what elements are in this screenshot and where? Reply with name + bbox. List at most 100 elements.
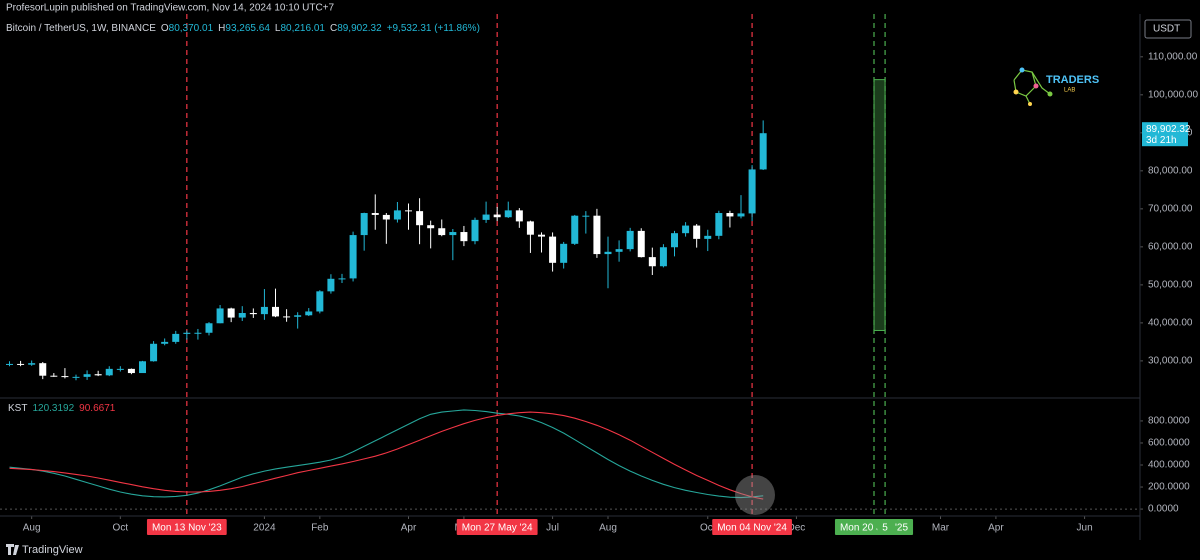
candle-body (659, 247, 667, 267)
candle-body (748, 169, 756, 214)
candle-body (139, 361, 146, 374)
candle-body (648, 257, 656, 267)
candle-body (693, 225, 701, 239)
y-tick-label: 100,000.00 (1148, 89, 1198, 100)
ohlc-prefix: C (330, 23, 337, 34)
y-tick-label: 110,000.00 (1148, 51, 1198, 62)
legend: Bitcoin / TetherUS, 1W, BINANCE O80,370.0… (6, 23, 480, 34)
marker-label-box (877, 519, 893, 535)
candle-body (116, 368, 124, 370)
ohlc-prefix: O (161, 23, 169, 34)
candle-body (504, 210, 512, 218)
change: +9,532.31 (+11.86%) (387, 23, 480, 34)
candle-body (305, 311, 313, 316)
highlight-circle (735, 475, 775, 515)
x-tick-label: Jul (546, 523, 559, 534)
candle-body (482, 214, 490, 220)
kst-value: 90.6671 (79, 403, 116, 414)
candle-body (6, 363, 13, 365)
x-tick-label: Aug (23, 523, 41, 534)
plot: 30,000.00 40,000.00 50,000.00 60,000.00 70,0… (0, 14, 1198, 535)
candle-body (715, 213, 723, 236)
candle-body (416, 211, 424, 226)
x-tick-label: Mar (932, 523, 950, 534)
candle-body (127, 368, 135, 374)
candle-body (549, 236, 557, 263)
candle-body (538, 234, 545, 237)
candle-body (493, 214, 501, 218)
x-tick-label: Apr (988, 523, 1004, 534)
candle-body (626, 230, 634, 250)
footer: TradingView (22, 544, 83, 556)
logo-subtitle: LAB (1064, 88, 1075, 94)
ohlc-value: 80,370.01 (169, 23, 214, 34)
x-tick-label: Feb (311, 523, 329, 534)
candle-body (438, 228, 446, 236)
logo: TRADERS LAB (1013, 67, 1099, 106)
logo-title: TRADERS (1046, 74, 1099, 86)
kst-y-tick-label: 0.0000 (1148, 504, 1179, 515)
candle-body (61, 376, 69, 378)
candle-body (759, 133, 767, 170)
kst-y-tick-label: 400.0000 (1148, 460, 1190, 471)
publisher: ProfesorLupin published on TradingView.c… (6, 3, 335, 14)
marker-label-box (712, 519, 792, 535)
candle-body (615, 249, 623, 252)
kst-line (9, 409, 764, 499)
candle-body (327, 278, 335, 292)
candle-body (172, 333, 180, 342)
x-tick-label: Oct (113, 523, 129, 534)
candle-body (704, 235, 712, 239)
y-tick-label: 50,000.00 (1148, 280, 1193, 291)
candle-body (571, 215, 579, 244)
x-tick-label: Aug (599, 523, 617, 534)
highlight-box (873, 79, 886, 331)
kst-legend: KST 120.3192 90.6671 (8, 403, 116, 414)
y-tick-label: 70,000.00 (1148, 203, 1193, 214)
footer-bar (0, 540, 1200, 560)
y-tick-label: 80,000.00 (1148, 165, 1193, 176)
x-tick-label: Jun (1077, 523, 1093, 534)
candle-body (316, 291, 324, 312)
kst-y-tick-label: 800.0000 (1148, 416, 1190, 427)
kst-line (9, 411, 764, 500)
candle-body (294, 315, 302, 317)
candle-body (17, 363, 25, 365)
kst-y-tick-label: 200.0000 (1148, 482, 1190, 493)
kst-y-tick-label: 600.0000 (1148, 438, 1190, 449)
y-tick-label: 40,000.00 (1148, 318, 1193, 329)
currency: USDT (1153, 24, 1180, 35)
candle-body (194, 332, 202, 334)
marker-label-box (146, 519, 227, 535)
ohlc-value: 89,902.32 (337, 23, 382, 34)
y-tick-label: 60,000.00 (1148, 242, 1193, 253)
candle-body (205, 323, 213, 333)
footer-logo (6, 544, 19, 555)
kst-value: 120.3192 (32, 403, 74, 414)
ohlc-value: 80,216.01 (280, 23, 325, 34)
candle-body (183, 332, 191, 334)
candle-body (83, 374, 91, 377)
marker-label: Mon 20 Jan '25 (840, 523, 909, 534)
candle-body (283, 316, 291, 318)
candle-body (726, 213, 734, 217)
candle-body (560, 243, 568, 263)
candle-body (161, 341, 169, 344)
candle-body (150, 343, 158, 362)
candle-body (526, 221, 534, 235)
candle-body (449, 232, 457, 236)
x-tick-label: 2024 (253, 523, 276, 534)
candle-body (28, 363, 36, 365)
candle-body (382, 214, 390, 220)
currency-box[interactable] (1144, 19, 1192, 39)
marker-label-box (456, 519, 538, 535)
candle-body (393, 210, 401, 220)
symbol-title: Bitcoin / TetherUS, 1W, BINANCE (6, 23, 156, 34)
candle-body (671, 233, 678, 248)
candle-body (682, 225, 690, 234)
marker-label-box (834, 519, 914, 535)
marker-label: Mon 04 Nov '24 (717, 523, 787, 534)
candle-body (72, 376, 80, 378)
